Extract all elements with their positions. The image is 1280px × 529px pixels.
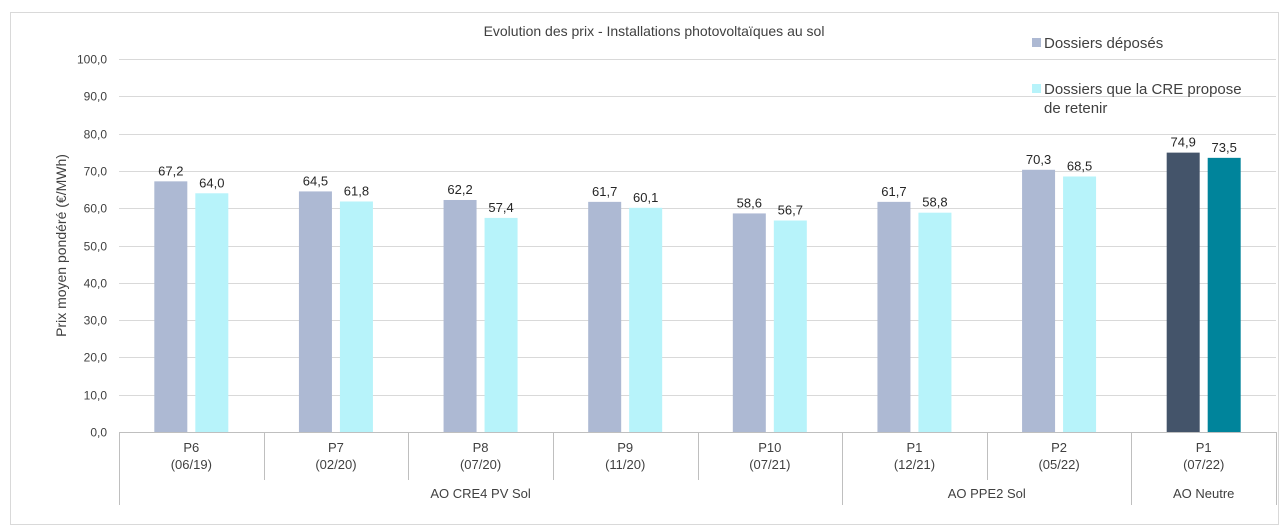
y-tick-label: 60,0 [84,202,108,216]
y-axis-label: Prix moyen pondéré (€/MWh) [53,154,69,337]
data-label: 61,7 [592,184,617,199]
bar-deposes [588,201,622,432]
x-tick-label: P7 [328,440,344,455]
data-label: 67,2 [158,163,183,178]
group-label: AO Neutre [1173,486,1234,501]
group-label: AO PPE2 Sol [948,486,1026,501]
x-tick-sublabel: (12/21) [894,457,935,472]
x-tick-sublabel: (05/22) [1038,457,1079,472]
data-label: 58,6 [737,195,762,210]
x-tick-sublabel: (06/19) [171,457,212,472]
legend-swatch [1032,38,1041,47]
y-tick-label: 20,0 [84,351,108,365]
y-tick-label: 0,0 [90,426,107,440]
data-label: 73,5 [1212,140,1237,155]
data-label: 61,8 [344,183,369,198]
data-label: 61,7 [881,184,906,199]
data-label: 62,2 [447,182,472,197]
bar-deposes [732,213,766,432]
y-tick-label: 80,0 [84,128,108,142]
x-tick-sublabel: (07/22) [1183,457,1224,472]
bar-deposes [154,181,188,432]
legend-label-line: de retenir [1044,100,1107,117]
x-tick-label: P1 [906,440,922,455]
data-label: 64,0 [199,175,224,190]
y-tick-label: 30,0 [84,314,108,328]
bar-deposes [443,199,477,432]
data-label: 70,3 [1026,152,1051,167]
data-label: 60,1 [633,190,658,205]
bar-retenus [773,220,807,432]
x-tick-label: P8 [473,440,489,455]
y-tick-label: 90,0 [84,90,108,104]
x-tick-sublabel: (07/21) [749,457,790,472]
legend-swatch [1032,84,1041,93]
y-tick-label: 40,0 [84,277,108,291]
data-label: 64,5 [303,173,328,188]
data-label: 74,9 [1171,135,1196,150]
y-tick-label: 100,0 [77,53,107,67]
y-tick-label: 70,0 [84,165,108,179]
x-tick-sublabel: (02/20) [315,457,356,472]
bar-retenus [1063,176,1097,432]
legend-label: Dossiers que la CRE propose de retenir [1044,81,1242,117]
bar-deposes [298,191,332,432]
chart-title: Evolution des prix - Installations photo… [484,23,825,39]
group-label: AO CRE4 PV Sol [430,486,531,501]
chart-border [10,12,1279,525]
bar-retenus [1207,157,1241,432]
legend-label: Dossiers déposés [1044,35,1163,52]
x-tick-label: P6 [183,440,199,455]
x-tick-sublabel: (11/20) [605,457,645,472]
data-label: 68,5 [1067,158,1092,173]
x-tick-label: P10 [758,440,781,455]
x-tick-sublabel: (07/20) [460,457,501,472]
legend-label-line: Dossiers que la CRE propose [1044,81,1242,98]
x-tick-label: P1 [1196,440,1212,455]
bar-deposes [1166,152,1200,433]
bar-retenus [339,201,373,432]
x-tick-label: P2 [1051,440,1067,455]
bar-deposes [1022,169,1056,432]
bar-retenus [484,217,518,432]
data-label: 56,7 [778,203,803,218]
bar-retenus [195,193,229,432]
data-label: 58,8 [922,195,947,210]
x-tick-label: P9 [617,440,633,455]
bar-deposes [877,201,911,432]
bar-retenus [629,207,663,432]
bar-retenus [918,212,952,432]
data-label: 57,4 [488,200,513,215]
y-tick-label: 10,0 [84,389,108,403]
y-tick-label: 50,0 [84,240,108,254]
